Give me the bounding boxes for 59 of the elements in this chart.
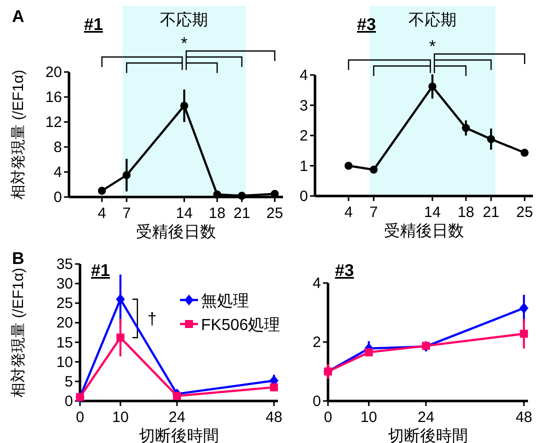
y-tick-label: 2 — [300, 128, 308, 144]
x-tick-label: 7 — [370, 204, 378, 221]
y-tick-label: 12 — [45, 114, 62, 131]
y-tick-label: 5 — [64, 373, 73, 390]
legend-label: 無処理 — [201, 293, 249, 310]
x-axis-title: 受精後日数 — [384, 222, 464, 240]
y-tick-label: 30 — [56, 276, 73, 293]
y-tick-label: 25 — [56, 295, 73, 312]
x-tick-label: 25 — [516, 204, 533, 221]
x-tick-label: 21 — [234, 205, 250, 222]
x-tick-label: 21 — [482, 204, 500, 221]
chart-title: #3 — [357, 15, 376, 34]
y-tick-label: 15 — [56, 334, 73, 352]
y-tick-label: 4 — [54, 164, 62, 181]
y-axis-title: 相対発現量 (/EF1α) — [10, 268, 27, 398]
y-tick-label: 0 — [54, 189, 62, 206]
chart-title: #1 — [84, 15, 103, 34]
band-label: 不応期 — [160, 11, 208, 29]
y-tick-label: 20 — [56, 314, 73, 332]
chart-title: #3 — [335, 261, 354, 280]
x-tick-label: 14 — [176, 205, 193, 222]
x-tick-label: 4 — [344, 204, 353, 221]
y-axis-title: 相対発現量 (/EF1α) — [10, 70, 27, 200]
x-tick-label: 4 — [98, 205, 106, 222]
y-tick-label: 3 — [300, 97, 308, 114]
y-tick-label: 20 — [45, 64, 62, 81]
band-label: 不応期 — [408, 11, 456, 29]
y-tick-label: 0 — [312, 393, 321, 410]
legend-label: FK506処理 — [201, 317, 280, 334]
x-tick-label: 48 — [266, 409, 282, 426]
y-tick-label: 4 — [312, 275, 321, 292]
y-tick-label: 1 — [300, 158, 308, 175]
x-tick-label: 24 — [418, 409, 434, 426]
y-tick-label: 10 — [56, 354, 73, 371]
y-tick-label: 8 — [54, 139, 62, 156]
x-tick-label: 18 — [458, 204, 474, 221]
x-tick-label: 24 — [168, 409, 186, 426]
annotation: † — [147, 309, 157, 328]
x-tick-label: 14 — [424, 204, 441, 221]
text: B — [12, 249, 24, 268]
x-tick-label: 48 — [516, 409, 532, 426]
y-tick-label: 4 — [300, 67, 308, 84]
x-tick-label: 10 — [112, 409, 129, 426]
y-tick-label: 0 — [300, 188, 308, 205]
text: * — [180, 34, 188, 53]
y-tick-label: 35 — [56, 256, 73, 273]
text: * — [429, 37, 436, 56]
x-tick-label: 7 — [122, 205, 131, 222]
x-tick-label: 0 — [76, 409, 84, 426]
x-tick-label: 0 — [324, 409, 332, 426]
y-tick-label: 16 — [45, 89, 62, 106]
x-tick-label: 18 — [208, 205, 226, 222]
x-tick-label: 10 — [360, 409, 378, 426]
text: A — [12, 7, 24, 26]
x-axis-title: 受精後日数 — [136, 223, 216, 241]
y-tick-label: 0 — [64, 393, 73, 410]
y-tick-label: 2 — [312, 334, 321, 351]
chart-title: #1 — [91, 261, 110, 280]
x-tick-label: 25 — [266, 205, 284, 222]
